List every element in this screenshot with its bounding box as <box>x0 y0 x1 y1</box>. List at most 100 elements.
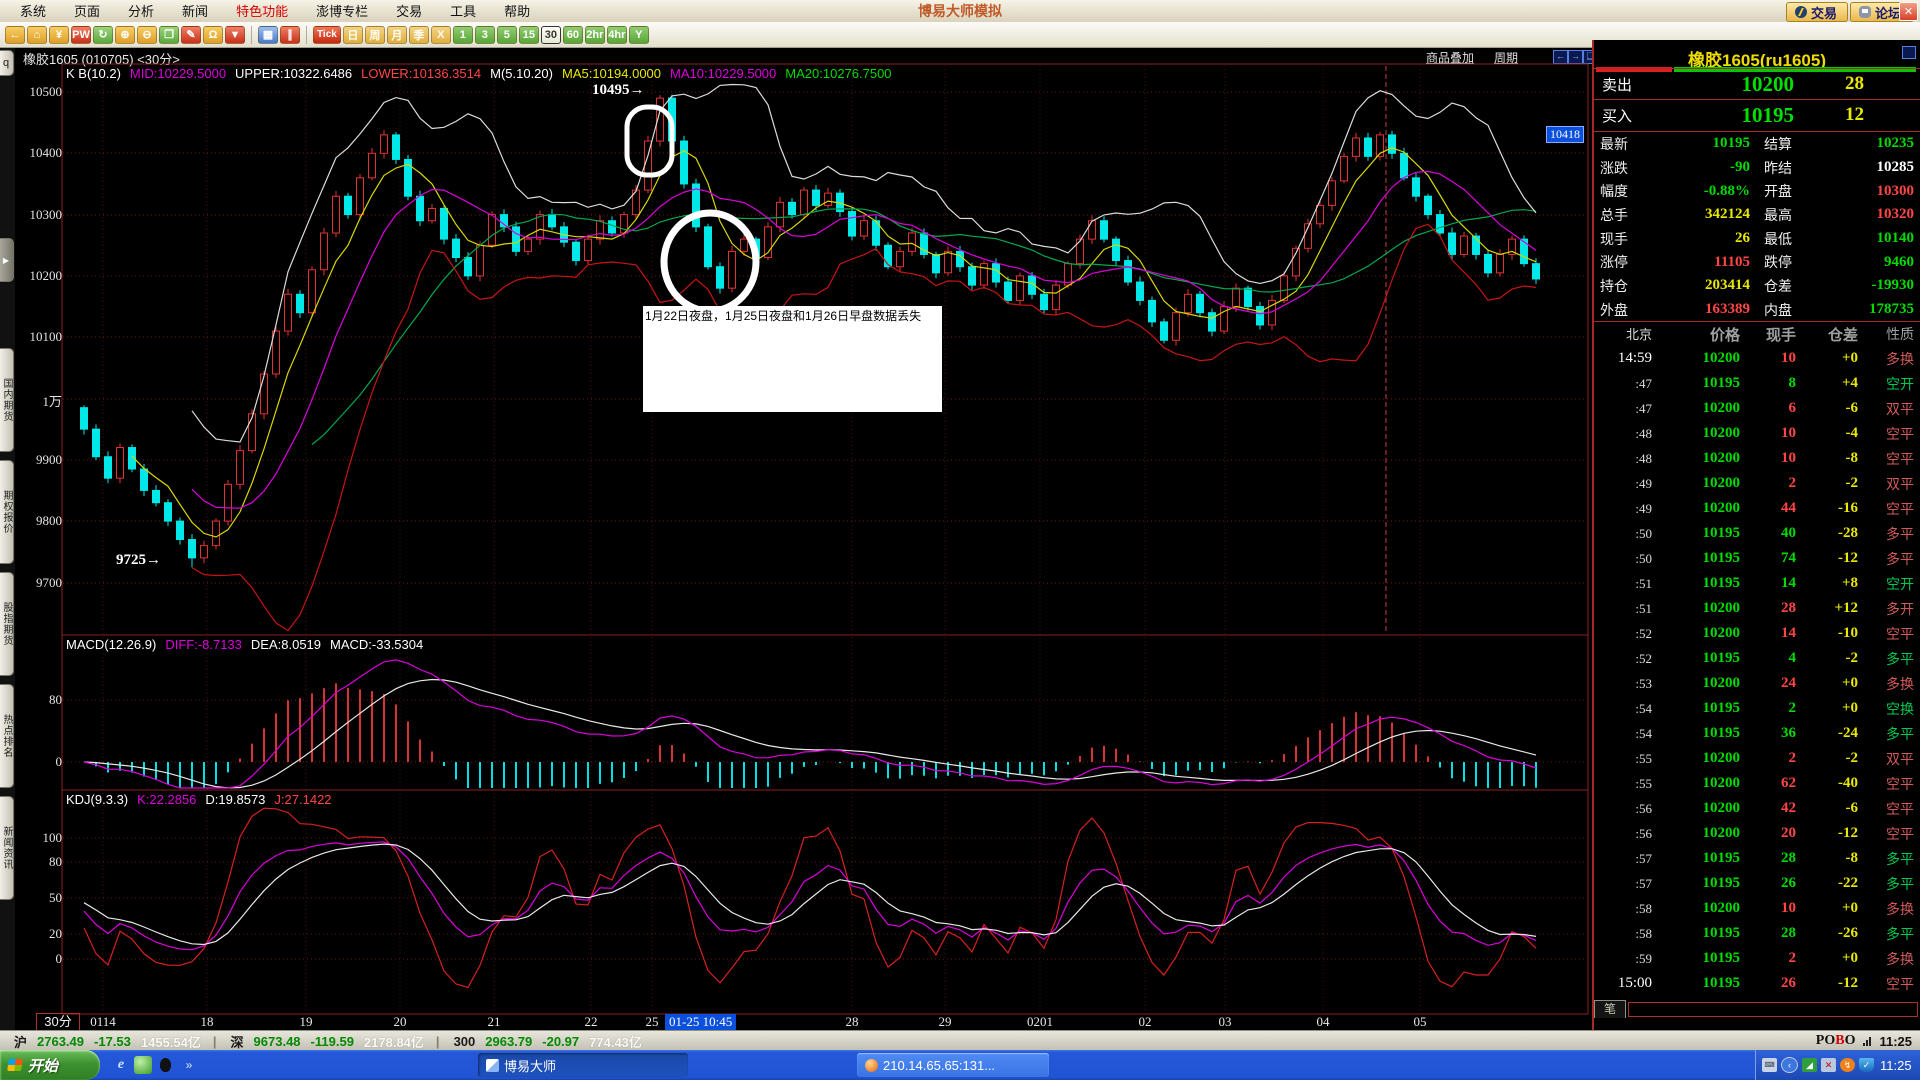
period-link[interactable]: 周期 <box>1494 51 1519 65</box>
overlay-link[interactable]: 商品叠加 <box>1426 51 1475 65</box>
home-icon[interactable]: ⌂ <box>27 25 47 44</box>
menu-新闻[interactable]: 新闻 <box>182 3 209 19</box>
filter-icon[interactable]: ▼ <box>225 25 245 44</box>
tick-price: 10195 <box>1702 950 1741 966</box>
refresh-icon[interactable]: ↻ <box>93 25 113 44</box>
quote-stats: 最新 10195 结算 10235 涨跌 -90 昨结 10285 幅度 -0.88% 开盘 1030… <box>1594 132 1920 322</box>
forum-button[interactable]: 论坛 <box>1850 2 1914 22</box>
menu-交易[interactable]: 交易 <box>396 3 423 19</box>
quote-stat-row: 涨跌 -90 昨结 10285 <box>1594 156 1920 180</box>
menu-帮助[interactable]: 帮助 <box>504 3 531 19</box>
sidebar-tab-1[interactable]: 国内期货 <box>0 348 14 452</box>
period-15[interactable]: 15 <box>518 25 539 44</box>
tick-volume: 74 <box>1781 550 1796 566</box>
tick-volume: 26 <box>1781 875 1796 891</box>
menu-分析[interactable]: 分析 <box>128 3 155 19</box>
tick-price: 10195 <box>1702 875 1741 891</box>
price-axis-label: 10100 <box>29 329 63 344</box>
app-icon <box>486 1058 499 1072</box>
zoom-in-icon[interactable]: ⊕ <box>115 25 135 44</box>
shield-icon[interactable]: ✓ <box>1859 1058 1874 1072</box>
tick-nature: 多平 <box>1886 875 1914 892</box>
prev-chevron-icon[interactable]: ‹ <box>1781 1057 1798 1073</box>
period-2hr[interactable]: 2hr <box>584 25 605 44</box>
tick-price: 10195 <box>1702 525 1741 541</box>
sidebar-tab-2[interactable]: 期权报价 <box>0 460 14 564</box>
task-poyi[interactable]: 博易大师 <box>478 1053 688 1077</box>
period-月[interactable]: 月 <box>386 25 407 44</box>
quote-panel: 橡胶1605(ru1605) 卖出 10200 28 买入 10195 12 最… <box>1594 40 1920 1030</box>
ie-icon[interactable]: e <box>117 1057 125 1072</box>
overlay-icon[interactable]: ❐ <box>159 25 179 44</box>
period-X[interactable]: X <box>430 25 451 44</box>
tab-bi[interactable]: 笔 <box>1594 1000 1626 1018</box>
windows-flag-icon <box>7 1059 23 1071</box>
pw-icon[interactable]: PW <box>71 25 91 44</box>
period-4hr[interactable]: 4hr <box>606 25 627 44</box>
task-remote[interactable]: 210.14.65.65:131... <box>857 1053 1049 1077</box>
price-axis-label: 50 <box>49 890 62 905</box>
period-30[interactable]: 30 <box>540 25 561 44</box>
period-60[interactable]: 60 <box>562 25 583 44</box>
price-axis-label: 9700 <box>36 575 62 590</box>
sidebar-tab-4[interactable]: 热点排名 <box>0 684 14 788</box>
price-axis-label: 100 <box>42 830 63 845</box>
downloader-icon[interactable]: ↯ <box>1840 1058 1855 1072</box>
period-3[interactable]: 3 <box>474 25 495 44</box>
panel-maximize-icon[interactable] <box>1902 46 1916 59</box>
period-日[interactable]: 日 <box>342 25 363 44</box>
draw-icon[interactable]: ✎ <box>181 25 201 44</box>
period-Y[interactable]: Y <box>628 25 649 44</box>
period-5[interactable]: 5 <box>496 25 517 44</box>
stat-value: -19930 <box>1871 277 1915 294</box>
tick-row: :51 10195 14 +8 空开 <box>1594 571 1920 596</box>
close-button[interactable]: ✕ <box>1899 2 1918 21</box>
period-Tick[interactable]: Tick <box>313 25 341 44</box>
period-1[interactable]: 1 <box>452 25 473 44</box>
collapse-arrow-tab[interactable]: ▶ <box>0 238 14 282</box>
menu-特色功能[interactable]: 特色功能 <box>236 3 289 19</box>
sphere-icon[interactable] <box>134 1056 152 1074</box>
menu-澎博专栏[interactable]: 澎博专栏 <box>316 3 369 19</box>
menu-系统[interactable]: 系统 <box>20 3 47 19</box>
menu-页面[interactable]: 页面 <box>74 3 101 19</box>
toolbar: ← ⌂ ¥ PW ↻ ⊕ ⊖ ❐ ✎ Ω ▼ ▦ ∥ Tick 日周月季 X 1 3 5 15 30 60 2hr 4hr Y <box>0 22 1920 48</box>
qq-icon[interactable] <box>156 1056 174 1074</box>
funds-icon[interactable]: ¥ <box>49 25 69 44</box>
tick-volume: 14 <box>1781 575 1796 591</box>
alert-price-tag[interactable]: 10418 <box>1546 126 1584 143</box>
ask-row[interactable]: 卖出 10200 28 <box>1602 71 1864 96</box>
sidebar-tab-3[interactable]: 股指期货 <box>0 572 14 676</box>
start-button[interactable]: 开始 <box>0 1050 100 1080</box>
panel-divider[interactable] <box>1592 40 1594 1030</box>
bid-row[interactable]: 买入 10195 12 <box>1602 102 1864 127</box>
alert-bell-icon[interactable]: Ω <box>203 25 223 44</box>
sidebar-tab-5[interactable]: 新闻资讯 <box>0 796 14 900</box>
kline-icon[interactable]: ∥ <box>280 25 300 44</box>
tick-nature: 双平 <box>1886 750 1914 767</box>
tick-nature: 多平 <box>1886 550 1914 567</box>
stat-value: 342124 <box>1705 206 1750 223</box>
trade-button[interactable]: 交易 <box>1786 2 1848 22</box>
network-error-icon[interactable]: ✕ <box>1821 1058 1836 1072</box>
zoom-out-icon[interactable]: ⊖ <box>137 25 157 44</box>
period-季[interactable]: 季 <box>408 25 429 44</box>
sell-strength-bar <box>1596 67 1672 72</box>
signal-icon[interactable]: ◢ <box>1802 1058 1817 1072</box>
index-sz: 深 9673.48 -119.59 2178.84亿 <box>230 1033 424 1050</box>
quick-tab[interactable]: q <box>0 50 14 76</box>
more-chevron[interactable]: » <box>185 1058 193 1072</box>
tick-price: 10195 <box>1702 700 1741 716</box>
period-周[interactable]: 周 <box>364 25 385 44</box>
tick-price: 10200 <box>1702 500 1741 516</box>
price-axis-label: 20 <box>49 926 62 941</box>
quote-table-icon[interactable]: ▦ <box>258 25 278 44</box>
menu-工具[interactable]: 工具 <box>450 3 477 19</box>
keyboard-icon[interactable]: ⌨ <box>1762 1058 1777 1072</box>
tick-oi-change: +0 <box>1841 700 1858 716</box>
back-icon[interactable]: ← <box>5 25 25 44</box>
tick-oi-change: +0 <box>1841 675 1858 691</box>
price-axis-label: 0 <box>55 951 63 966</box>
tick-nature: 多平 <box>1886 725 1914 742</box>
xaxis-tick: 21 <box>487 1014 501 1029</box>
